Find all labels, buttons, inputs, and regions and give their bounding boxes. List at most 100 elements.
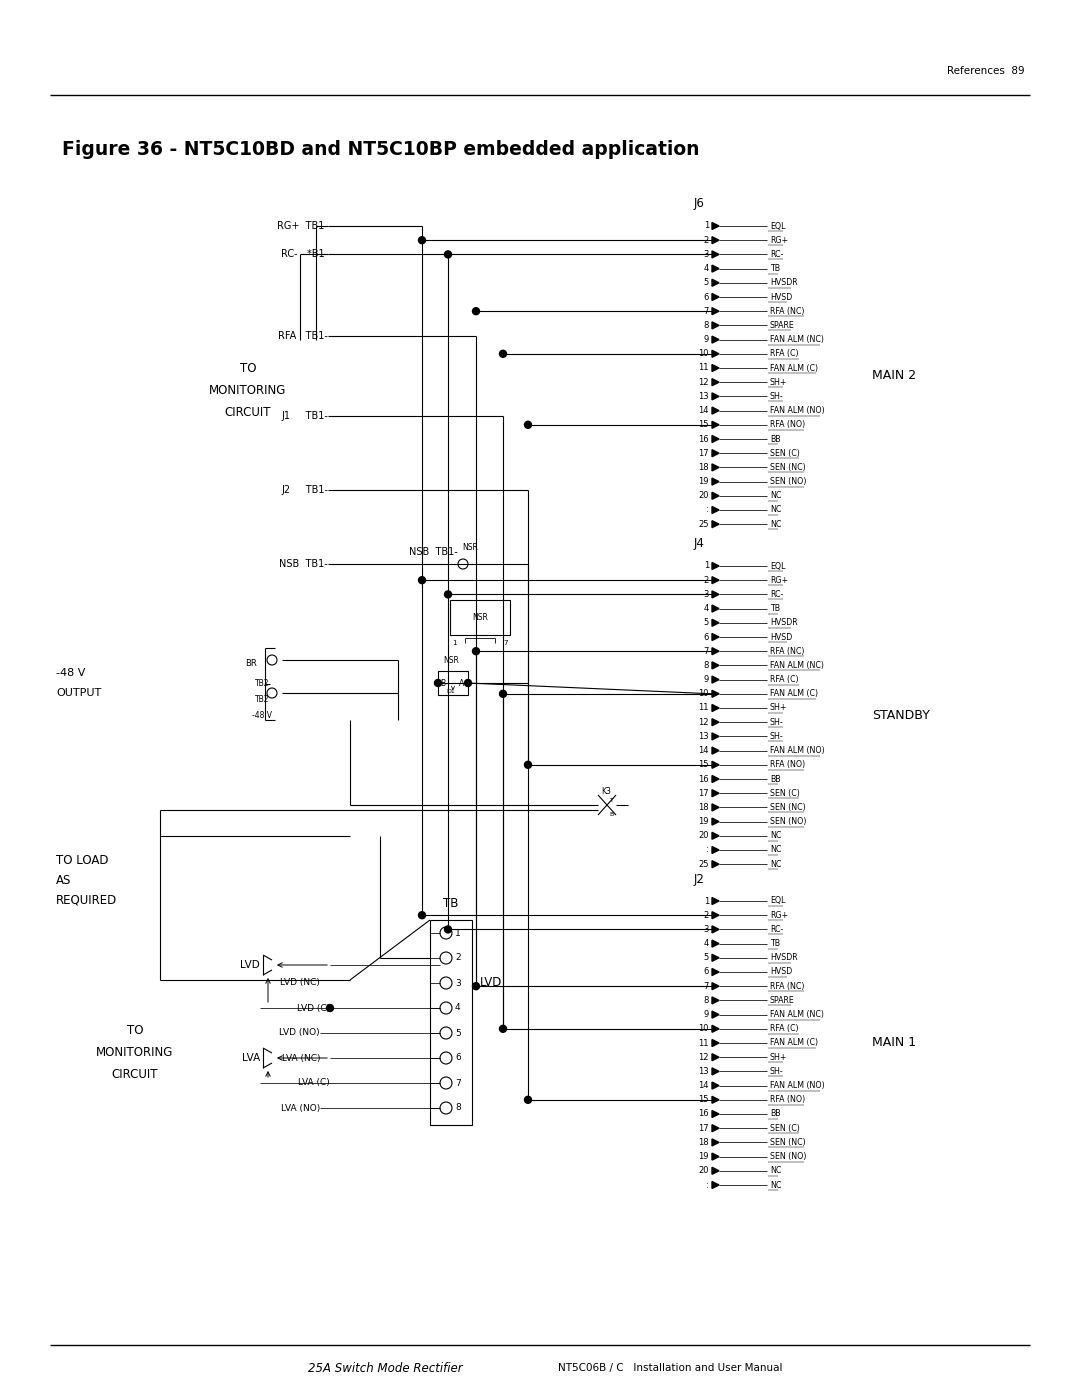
Text: NSR: NSR [462, 543, 477, 552]
Text: 2: 2 [455, 954, 461, 963]
Circle shape [525, 422, 531, 429]
Text: B: B [440, 679, 445, 687]
Text: 10: 10 [699, 1024, 708, 1034]
Text: 19: 19 [699, 478, 708, 486]
Text: RFA   TB1-: RFA TB1- [279, 331, 328, 341]
Text: 14: 14 [699, 407, 708, 415]
Text: A: A [459, 679, 464, 687]
Circle shape [419, 236, 426, 243]
Text: SEN (C): SEN (C) [770, 1123, 800, 1133]
Text: 5: 5 [704, 619, 708, 627]
Text: RFA (NC): RFA (NC) [770, 647, 805, 655]
Text: BB: BB [770, 1109, 781, 1119]
Text: 25: 25 [699, 520, 708, 528]
Text: FAN ALM (NO): FAN ALM (NO) [770, 407, 825, 415]
Text: 1: 1 [455, 929, 461, 937]
Text: 5: 5 [704, 953, 708, 963]
Polygon shape [712, 422, 719, 429]
Text: RFA (C): RFA (C) [770, 1024, 798, 1034]
Text: 1: 1 [704, 222, 708, 231]
Polygon shape [712, 861, 719, 868]
Polygon shape [712, 912, 719, 919]
Text: EQL: EQL [770, 222, 785, 231]
Polygon shape [712, 436, 719, 443]
Text: RC-: RC- [770, 590, 783, 599]
Text: RG+  TB1-: RG+ TB1- [278, 221, 328, 231]
Polygon shape [712, 222, 719, 229]
Text: MONITORING: MONITORING [210, 384, 286, 397]
Polygon shape [712, 1053, 719, 1060]
Text: LVD: LVD [240, 960, 260, 970]
Text: RFA (NC): RFA (NC) [770, 982, 805, 990]
Circle shape [473, 982, 480, 989]
Polygon shape [712, 704, 719, 711]
Text: 8: 8 [704, 321, 708, 330]
Text: -48 V: -48 V [56, 668, 85, 678]
Text: 1: 1 [704, 562, 708, 570]
Text: LVA (C): LVA (C) [298, 1078, 330, 1087]
Polygon shape [712, 819, 719, 826]
Circle shape [326, 1004, 334, 1011]
Text: LVD (C): LVD (C) [297, 1003, 330, 1013]
Text: SEN (C): SEN (C) [770, 789, 800, 798]
Text: K3: K3 [600, 787, 611, 795]
Polygon shape [712, 521, 719, 528]
Text: 19: 19 [699, 1153, 708, 1161]
Circle shape [499, 351, 507, 358]
Text: 17: 17 [699, 789, 708, 798]
Polygon shape [712, 1025, 719, 1032]
Text: 20: 20 [699, 1166, 708, 1175]
Text: NSB  TB1-: NSB TB1- [409, 548, 458, 557]
Text: NC: NC [770, 859, 781, 869]
Text: LVD (NO): LVD (NO) [280, 1028, 320, 1038]
Polygon shape [712, 605, 719, 612]
Text: J2: J2 [694, 873, 705, 886]
Text: 7: 7 [455, 1078, 461, 1087]
Text: RFA (C): RFA (C) [770, 675, 798, 685]
Text: 14: 14 [699, 746, 708, 756]
Text: FAN ALM (C): FAN ALM (C) [770, 689, 818, 698]
Text: 3: 3 [704, 925, 708, 935]
Polygon shape [712, 676, 719, 683]
Text: SEN (NO): SEN (NO) [770, 478, 807, 486]
Text: 15: 15 [699, 760, 708, 770]
Polygon shape [712, 337, 719, 344]
Polygon shape [712, 1139, 719, 1146]
Text: TB2: TB2 [255, 696, 269, 704]
Polygon shape [712, 507, 719, 514]
Circle shape [419, 577, 426, 584]
Text: SPARE: SPARE [770, 996, 795, 1004]
Bar [450, 599, 510, 636]
Text: 1: 1 [453, 640, 457, 645]
Polygon shape [712, 393, 719, 400]
Polygon shape [712, 1067, 719, 1074]
Polygon shape [712, 251, 719, 258]
Polygon shape [712, 478, 719, 485]
Text: SH-: SH- [770, 732, 784, 740]
Polygon shape [712, 997, 719, 1004]
Text: 20: 20 [699, 831, 708, 841]
Text: LVD (NC): LVD (NC) [280, 978, 320, 988]
Text: BB: BB [770, 774, 781, 784]
Text: 7: 7 [704, 647, 708, 655]
Text: 13: 13 [699, 732, 708, 740]
Text: SH+: SH+ [770, 1053, 787, 1062]
Text: SEN (NC): SEN (NC) [770, 803, 806, 812]
Text: TB: TB [770, 604, 780, 613]
Text: RG+: RG+ [770, 236, 788, 244]
Text: CIRCUIT: CIRCUIT [111, 1067, 159, 1080]
Text: LVD: LVD [480, 977, 502, 989]
Text: RFA (NO): RFA (NO) [770, 420, 805, 429]
Text: TB: TB [443, 897, 459, 909]
Text: 6: 6 [704, 968, 708, 977]
Text: 9: 9 [704, 335, 708, 344]
Text: SEN (C): SEN (C) [770, 448, 800, 458]
Text: 5: 5 [704, 278, 708, 288]
Text: NSR: NSR [472, 613, 488, 622]
Text: 4: 4 [455, 1003, 461, 1013]
Text: RFA (NO): RFA (NO) [770, 1095, 805, 1104]
Polygon shape [712, 293, 719, 300]
Polygon shape [712, 847, 719, 854]
Polygon shape [712, 926, 719, 933]
Polygon shape [712, 265, 719, 272]
